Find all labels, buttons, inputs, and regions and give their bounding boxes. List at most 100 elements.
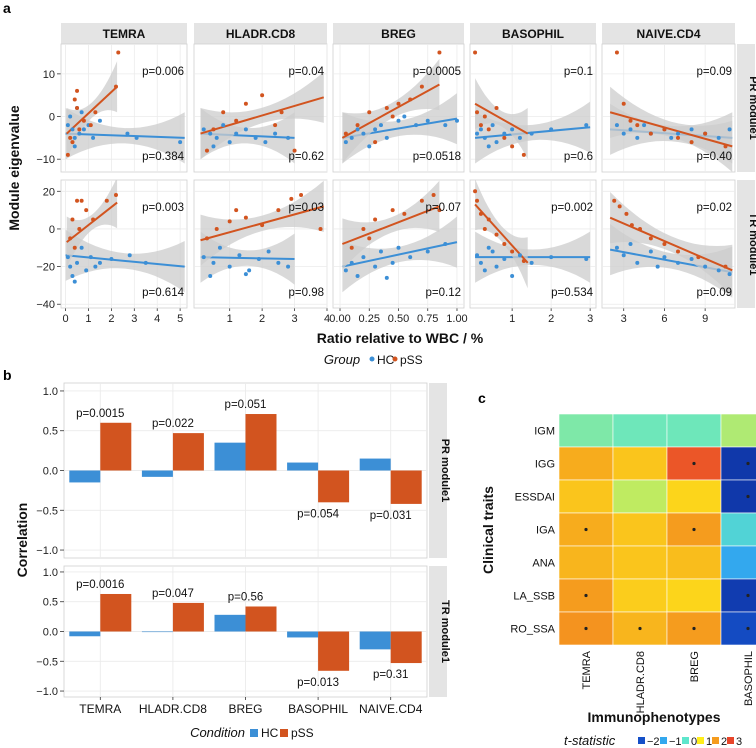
significance-dot xyxy=(638,626,642,631)
pss-point xyxy=(279,110,284,115)
hc-point xyxy=(502,131,507,136)
y-tick-label: −20 xyxy=(36,262,55,274)
pss-point xyxy=(72,245,77,250)
hc-p-value: p=0.534 xyxy=(551,287,593,299)
hc-point xyxy=(378,249,383,254)
hc-point xyxy=(384,135,389,140)
bar-hc-breg xyxy=(214,442,246,471)
legend: Condition HC pSS xyxy=(190,725,314,740)
hc-point xyxy=(648,249,653,254)
hc-point xyxy=(211,260,216,265)
x-tick-label: 9 xyxy=(702,313,708,325)
hc-point xyxy=(584,257,589,262)
row-label-igm: IGM xyxy=(534,426,555,438)
hc-point xyxy=(65,123,70,128)
pss-point xyxy=(70,140,75,145)
bar-pss-temra xyxy=(100,422,132,471)
pss-point xyxy=(431,193,436,198)
x-tick-label: 0 xyxy=(63,313,69,325)
pss-point xyxy=(221,110,226,115)
hc-point xyxy=(143,260,148,265)
row-strip-label-pr-module1: PR module1 xyxy=(747,76,756,140)
hc-point xyxy=(286,135,291,140)
hc-point xyxy=(517,253,522,258)
pss-point xyxy=(113,193,118,198)
hc-point xyxy=(286,264,291,269)
pss-fit-line xyxy=(609,111,733,148)
pss-point xyxy=(234,118,239,123)
hc-point xyxy=(490,123,495,128)
legend-key-hc xyxy=(250,729,258,737)
heatmap-cell-igg-hladr-cd8 xyxy=(612,446,668,481)
bar-pss-basophil xyxy=(318,470,350,503)
hc-point xyxy=(109,257,114,262)
pss-point xyxy=(116,50,121,55)
hc-p-value: p=0.6 xyxy=(564,151,593,163)
hc-point xyxy=(65,255,70,260)
pss-point xyxy=(419,198,424,203)
strip-label-hladr-cd8: HLADR.CD8 xyxy=(226,27,296,41)
legend-label: 0 xyxy=(691,736,697,748)
x-tick-label: 3 xyxy=(291,313,297,325)
hc-point xyxy=(635,260,640,265)
pss-point xyxy=(68,135,73,140)
hc-point xyxy=(425,249,430,254)
pss-point xyxy=(349,245,354,250)
facet-tr-module1-temra: p=0.003 p=0.614 xyxy=(60,179,188,309)
p-label-temra: p=0.0015 xyxy=(76,408,124,420)
pss-point xyxy=(373,140,378,145)
significance-dot xyxy=(746,593,750,598)
pss-p-value: p=0.03 xyxy=(289,202,325,214)
hc-point xyxy=(247,268,252,273)
pss-fit-line xyxy=(66,85,118,135)
hc-fit-line xyxy=(65,132,185,139)
hc-point xyxy=(517,135,522,140)
pss-point xyxy=(289,196,294,201)
pss-point xyxy=(494,106,499,110)
hc-point xyxy=(81,127,86,132)
hc-point xyxy=(614,245,619,250)
panel-label-b: b xyxy=(3,367,12,383)
pss-point xyxy=(367,110,372,115)
p-label-naive-cd4: p=0.031 xyxy=(370,510,412,522)
pss-point xyxy=(502,242,507,246)
facet-plot-area xyxy=(200,180,325,285)
facet-tr-module1-hladr-cd8: p=0.03 p=0.98 xyxy=(193,179,328,309)
bar-pss-naive-cd4 xyxy=(390,470,422,504)
row-label-ro-ssa: RO_SSA xyxy=(510,624,555,636)
pss-p-value: p=0.09 xyxy=(697,66,733,78)
pss-point xyxy=(617,204,622,209)
heatmap-cell-igm-hladr-cd8 xyxy=(612,413,668,448)
hc-point xyxy=(378,123,383,128)
hc-p-value: p=0.62 xyxy=(289,151,325,163)
x-tick-label: 0.00 xyxy=(329,313,350,325)
panel-c: IGM IGG ESSDAI IGA ANA LA_SSB RO_SSA TEMRA HLADR… xyxy=(480,413,756,748)
strip-label-naive-cd4: NAIVE.CD4 xyxy=(636,27,700,41)
hc-point xyxy=(414,123,419,128)
pss-p-value: p=0.006 xyxy=(142,66,184,78)
pss-point xyxy=(521,152,526,157)
bar-facet-tr-module1: −1.0 −0.5 0.0 0.5 1.0 p=0.0016 p=0.047 p=0.56 p=… xyxy=(36,565,451,698)
hc-point xyxy=(263,140,268,145)
row-label-iga: IGA xyxy=(536,525,556,537)
pss-point xyxy=(88,123,93,128)
hc-point xyxy=(237,253,242,258)
p-label-basophil: p=0.013 xyxy=(297,677,339,689)
pss-point xyxy=(390,114,395,119)
pss-point xyxy=(396,101,401,106)
significance-dot xyxy=(584,626,588,631)
panel-b: −1.0 −0.5 0.0 0.5 1.0 p=0.0015 p=0.022 p=0.051 p… xyxy=(14,382,451,740)
hc-point xyxy=(221,123,226,128)
hc-point xyxy=(655,264,660,269)
x-tick-label: 4 xyxy=(154,313,160,325)
hc-point xyxy=(408,255,413,260)
hc-point xyxy=(549,255,554,260)
bar-pss-temra xyxy=(100,593,132,632)
pss-fit-line xyxy=(341,205,440,245)
hc-point xyxy=(84,268,89,273)
hc-point xyxy=(91,135,96,140)
heatmap-cell-igm-breg xyxy=(666,413,722,448)
bar-hc-hladr-cd8 xyxy=(141,470,173,477)
facet-plot-area xyxy=(473,180,591,289)
legend-key xyxy=(712,737,719,744)
